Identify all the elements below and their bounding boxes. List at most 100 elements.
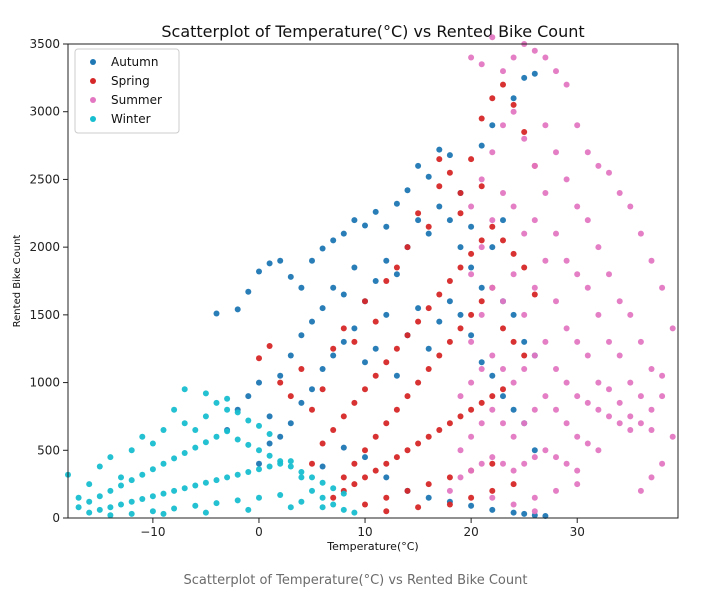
point-summer-109 [584,440,591,447]
point-autumn-97 [362,454,368,461]
point-spring-63 [457,325,464,332]
point-summer-4 [510,54,517,61]
point-spring-12 [383,278,390,284]
point-summer-91 [574,393,581,400]
point-winter-11 [181,420,188,427]
point-autumn-80 [468,332,475,339]
point-spring-42 [436,291,443,298]
point-summer-73 [584,352,591,359]
point-summer-88 [542,338,549,345]
point-spring-52 [340,474,347,481]
point-spring-95 [415,504,422,511]
legend-label-summer: Summer [111,93,162,107]
point-summer-70 [553,298,559,305]
point-summer-39 [616,298,623,305]
point-summer-3 [500,68,506,75]
point-winter-14 [213,399,220,406]
legend-marker-spring [90,78,96,84]
point-winter-15 [224,406,231,413]
point-winter-78 [277,492,284,498]
point-winter-72 [149,508,156,515]
point-summer-80 [457,393,464,400]
point-summer-8 [553,68,559,75]
point-summer-106 [553,406,559,413]
point-autumn-33 [256,379,262,386]
point-spring-8 [340,325,347,332]
point-summer-7 [542,54,549,61]
point-winter-10 [171,406,178,413]
point-winter-46 [86,509,93,516]
point-autumn-9 [319,245,326,252]
point-autumn-61 [266,440,273,447]
x-axis-label: Temperature(°C) [326,540,418,553]
point-spring-30 [309,460,315,467]
point-winter-12 [192,427,199,433]
point-winter-65 [287,458,294,465]
point-summer-52 [553,230,559,237]
point-spring-57 [393,406,400,413]
point-summer-120 [542,447,549,454]
point-spring-1 [266,343,273,349]
point-winter-67 [309,487,315,494]
point-spring-44 [457,264,464,271]
point-summer-68 [531,284,538,291]
point-spring-35 [362,386,368,393]
point-winter-37 [256,447,262,454]
point-summer-59 [627,379,634,386]
point-winter-84 [202,509,209,516]
point-autumn-71 [372,345,379,352]
point-summer-11 [584,149,591,156]
point-autumn-4 [266,260,273,267]
point-summer-111 [446,487,453,494]
point-spring-94 [383,508,390,515]
point-summer-36 [584,217,591,224]
point-summer-51 [542,190,549,196]
point-winter-41 [298,469,305,475]
point-spring-72 [351,481,358,488]
point-spring-36 [372,372,379,379]
point-winter-85 [245,506,252,513]
point-summer-115 [489,454,496,461]
point-spring-99 [510,481,517,488]
point-winter-18 [256,422,262,429]
point-summer-75 [606,386,612,393]
point-autumn-0 [213,310,220,317]
point-summer-99 [478,420,485,427]
point-winter-86 [287,504,294,511]
point-autumn-32 [245,393,252,400]
point-summer-54 [574,271,581,278]
point-autumn-19 [425,173,432,180]
point-summer-96 [627,427,634,433]
point-autumn-35 [277,372,284,379]
point-autumn-89 [425,494,432,501]
point-winter-53 [160,490,167,497]
point-autumn-42 [351,264,358,271]
point-winter-77 [256,494,262,501]
point-autumn-75 [415,305,422,312]
point-summer-35 [574,203,581,210]
point-spring-40 [415,318,422,325]
point-winter-82 [351,509,358,516]
point-summer-86 [521,366,528,372]
point-winter-54 [171,487,178,494]
point-autumn-45 [383,257,390,264]
point-spring-25 [521,129,528,135]
x-tick-label-0: −10 [140,525,165,539]
point-spring-85 [489,393,496,400]
point-winter-13 [202,413,209,420]
point-autumn-20 [436,146,443,153]
x-tick-label-2: 10 [357,525,372,539]
point-summer-124 [489,494,496,501]
point-autumn-8 [309,257,315,264]
point-autumn-51 [446,217,453,224]
x-tick-label-1: 0 [255,525,263,539]
point-summer-93 [595,406,602,413]
point-autumn-72 [383,311,390,318]
y-tick-label-0: 0 [52,511,60,525]
point-winter-68 [319,494,326,501]
point-summer-1 [478,61,485,68]
point-summer-26 [478,176,485,183]
point-spring-17 [436,183,443,190]
point-winter-45 [340,490,347,497]
point-spring-11 [372,318,379,325]
